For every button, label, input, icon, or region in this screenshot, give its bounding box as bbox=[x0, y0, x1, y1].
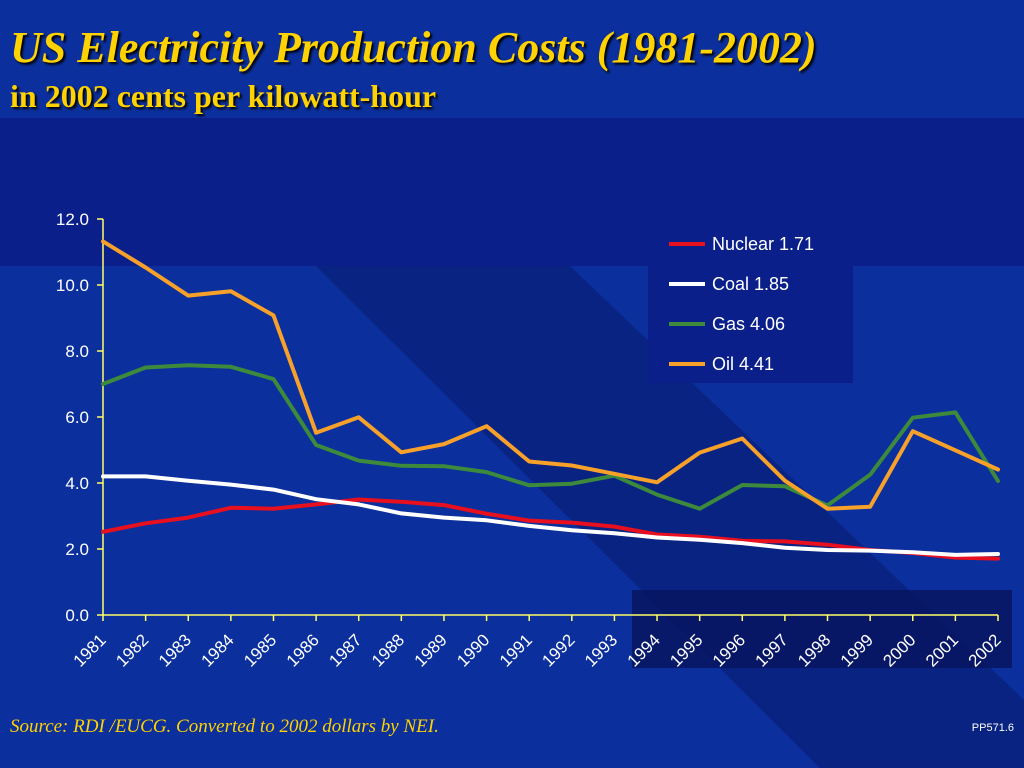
x-tick-label: 1984 bbox=[198, 630, 238, 670]
x-tick-label: 1992 bbox=[538, 630, 578, 670]
x-tick-label: 1987 bbox=[325, 630, 365, 670]
x-tick-label: 1994 bbox=[624, 630, 664, 670]
x-tick-label: 1999 bbox=[837, 630, 877, 670]
legend-label-gas: Gas 4.06 bbox=[712, 313, 786, 334]
x-tick-label: 1991 bbox=[496, 630, 536, 670]
legend-item-nuclear: Nuclear 1.71 bbox=[669, 234, 814, 254]
slide-title: US Electricity Production Costs (1981-20… bbox=[10, 23, 817, 72]
x-tick-label: 1985 bbox=[240, 630, 280, 670]
x-tick-label: 1998 bbox=[794, 630, 834, 670]
source-note: Source: RDI /EUCG. Converted to 2002 dol… bbox=[10, 716, 439, 737]
x-tick-label: 1986 bbox=[283, 630, 323, 670]
legend-swatch-oil bbox=[669, 362, 705, 366]
x-tick-label: 1983 bbox=[155, 630, 195, 670]
legend-label-coal: Coal 1.85 bbox=[712, 273, 790, 294]
chart-legend: Nuclear 1.71 Coal 1.85 Gas 4.06 Oil 4.41 bbox=[648, 220, 853, 383]
series-line-gas bbox=[101, 363, 1000, 511]
bottom-right-block bbox=[632, 590, 1012, 668]
y-tick-label: 0.0 bbox=[65, 606, 89, 625]
legend-item-coal: Coal 1.85 bbox=[669, 274, 789, 294]
x-tick-label: 1995 bbox=[666, 630, 706, 670]
legend-item-gas: Gas 4.06 bbox=[669, 314, 785, 334]
series-line-oil bbox=[101, 239, 1000, 511]
y-tick-label: 8.0 bbox=[65, 342, 89, 361]
legend-swatch-coal bbox=[669, 282, 705, 286]
y-tick-label: 10.0 bbox=[56, 276, 89, 295]
x-tick-label: 2002 bbox=[965, 630, 1005, 670]
series-line-coal bbox=[101, 474, 1000, 557]
x-tick-label: 2000 bbox=[879, 630, 919, 670]
x-tick-label: 1996 bbox=[709, 630, 749, 670]
legend-swatch-nuclear bbox=[669, 242, 705, 246]
legend-swatch-gas bbox=[669, 322, 705, 326]
legend-label-nuclear: Nuclear 1.71 bbox=[712, 233, 815, 254]
x-tick-label: 1990 bbox=[453, 630, 493, 670]
header-band bbox=[0, 118, 1024, 266]
x-tick-label: 1982 bbox=[112, 630, 152, 670]
slide-subtitle: in 2002 cents per kilowatt-hour bbox=[10, 78, 437, 114]
x-tick-label: 1997 bbox=[752, 630, 792, 670]
y-tick-label: 6.0 bbox=[65, 408, 89, 427]
x-tick-label: 2001 bbox=[922, 630, 962, 670]
y-tick-label: 4.0 bbox=[65, 474, 89, 493]
x-tick-label: 1981 bbox=[70, 630, 110, 670]
legend-item-oil: Oil 4.41 bbox=[669, 354, 774, 374]
y-tick-label: 12.0 bbox=[56, 210, 89, 229]
slide-code: PP571.6 bbox=[971, 722, 1014, 734]
series-line-nuclear bbox=[101, 497, 1000, 561]
legend-label-oil: Oil 4.41 bbox=[712, 353, 775, 374]
y-tick-label: 2.0 bbox=[65, 540, 89, 559]
x-tick-label: 1989 bbox=[411, 630, 451, 670]
x-tick-label: 1993 bbox=[581, 630, 621, 670]
x-tick-label: 1988 bbox=[368, 630, 408, 670]
